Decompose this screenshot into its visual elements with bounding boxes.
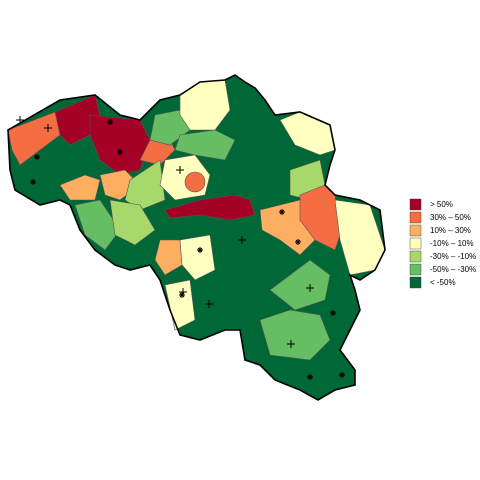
legend-swatch [409,250,422,263]
legend-label: 10% – 30% [430,226,471,235]
legend-label: -10% – 10% [430,239,474,248]
legend-swatch [409,237,422,250]
legend-label: 30% – 50% [430,213,471,222]
region [164,194,256,221]
legend-label: < -50% [430,278,456,287]
region [124,159,166,211]
regions [7,74,386,401]
region [59,174,101,201]
region [109,199,156,246]
region [174,129,236,161]
legend-swatch [409,263,422,276]
legend-swatch [409,224,422,237]
country-outline [7,74,386,401]
region [269,259,331,311]
markers [16,116,345,380]
region [89,114,151,176]
region [164,279,196,331]
legend-swatch [409,211,422,224]
legend-label: -30% – -10% [430,252,476,261]
legend-label: > 50% [430,200,453,209]
plus-marker [16,116,314,348]
legend-label: -50% – -30% [430,265,476,274]
region [184,171,206,193]
region [154,239,183,276]
region [259,309,331,361]
legend-swatch [409,198,422,211]
asterisk-marker [30,119,345,380]
region [74,199,121,251]
region [179,234,216,281]
legend-swatch [409,276,422,289]
region [7,111,61,166]
legend: > 50% 30% – 50% 10% – 30% -10% – 10% -30% – … [409,198,476,289]
